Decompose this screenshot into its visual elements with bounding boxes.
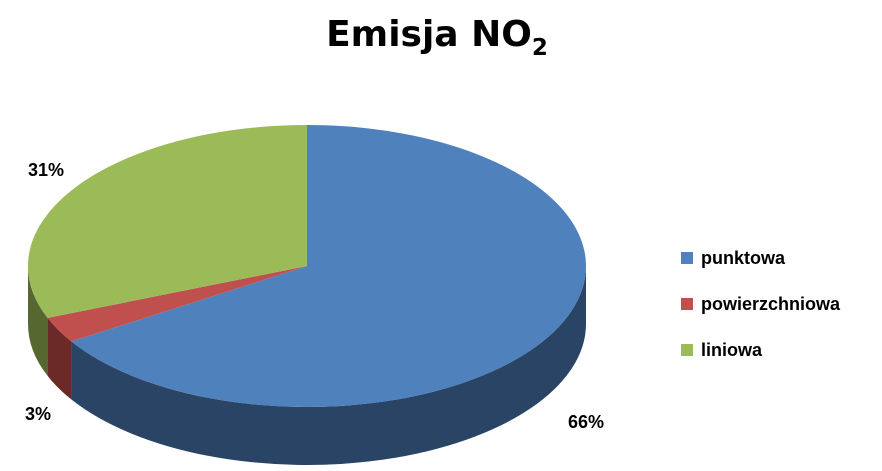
legend-swatch-powierzchniowa (681, 298, 693, 310)
chart-title-main: Emisja NO (326, 14, 532, 55)
pie-sides (28, 266, 587, 465)
legend-label-liniowa: liniowa (701, 340, 763, 360)
pie-labels: 66% 3% 31% (25, 160, 604, 432)
pie-label-punktowa: 66% (568, 412, 604, 432)
legend-label-powierzchniowa: powierzchniowa (701, 294, 841, 314)
pie-side-liniowa (28, 266, 48, 376)
legend-swatch-liniowa (681, 344, 693, 356)
pie-slice-punktowa (71, 125, 587, 408)
chart-title-subscript: 2 (532, 35, 548, 61)
chart-title: Emisja NO2 (326, 14, 548, 61)
pie-slice-liniowa (28, 124, 308, 318)
legend: punktowa powierzchniowa liniowa (681, 248, 841, 360)
pie-label-powierzchniowa: 3% (25, 404, 51, 424)
pie-side-punktowa (71, 266, 587, 465)
legend-label-punktowa: punktowa (701, 248, 786, 268)
pie-slice-powierzchniowa (47, 266, 308, 342)
pie-label-liniowa: 31% (28, 160, 64, 180)
pie-tops (28, 124, 587, 408)
pie-side-powierzchniowa (47, 317, 72, 400)
legend-swatch-punktowa (681, 252, 693, 264)
